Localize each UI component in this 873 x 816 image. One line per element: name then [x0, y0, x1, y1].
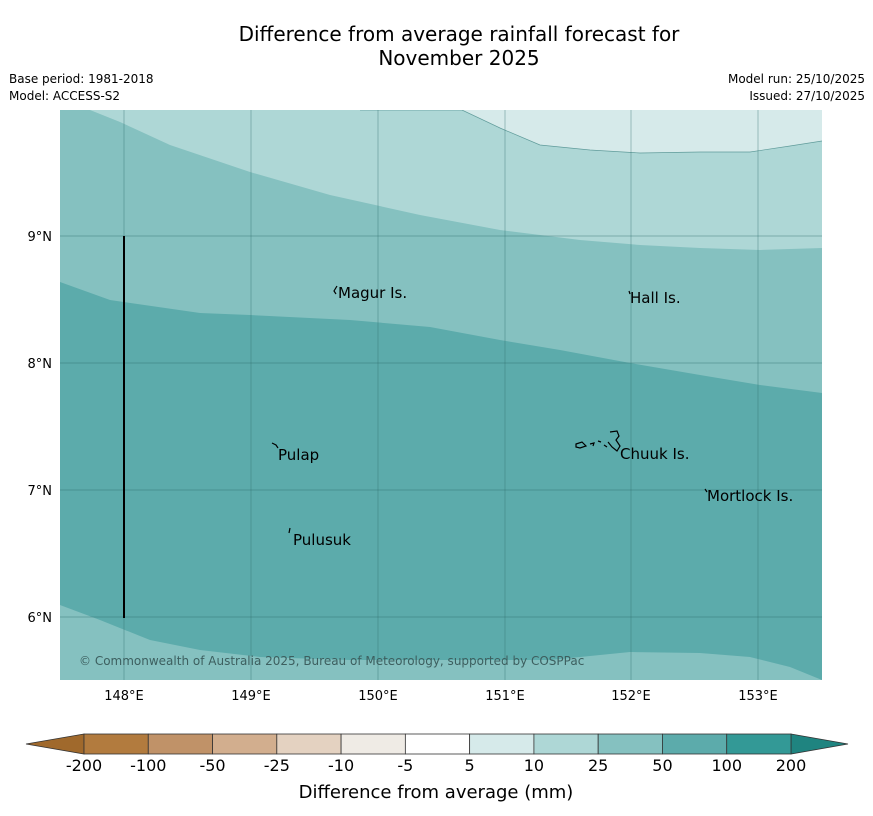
colorbar-tick-label: -50 [199, 756, 225, 775]
place-labels: Magur Is. Hall Is. Pulap Chuuk Is. Mortl… [278, 284, 793, 549]
lat-tick-9n: 9°N [28, 230, 53, 245]
model-name: Model: ACCESS-S2 [9, 89, 121, 103]
map-area: Magur Is. Hall Is. Pulap Chuuk Is. Mortl… [60, 110, 822, 680]
hall-island-shape [628, 290, 631, 295]
copyright-notice: © Commonwealth of Australia 2025, Bureau… [79, 654, 584, 668]
colorbar-segment [597, 733, 663, 755]
colorbar-tick-label: 100 [711, 756, 742, 775]
colorbar-segment [662, 733, 728, 755]
colorbar: -200 -100 -50 -25 -10 -5 5 10 25 50 100 200 [25, 733, 849, 775]
colorbar-low-extend [25, 733, 85, 755]
colorbar-tick-label: -10 [328, 756, 354, 775]
mortlock-island-shape [704, 488, 708, 493]
colorbar-segment [340, 733, 406, 755]
place-chuuk: Chuuk Is. [620, 445, 689, 463]
colorbar-segment [212, 733, 278, 755]
lon-tick-labels: 148°E 149°E 150°E 151°E 152°E 153°E [104, 689, 778, 704]
lon-tick-149e: 149°E [231, 689, 271, 704]
magur-island-shape [333, 285, 338, 295]
band-5-10 [360, 110, 822, 153]
colorbar-tick-label: 25 [588, 756, 608, 775]
issued-date: Issued: 27/10/2025 [749, 89, 865, 103]
colorbar-segment [276, 733, 342, 755]
colorbar-segment [469, 733, 535, 755]
pulap-island-shape [271, 442, 279, 449]
colorbar-tick-label: 200 [776, 756, 807, 775]
lon-tick-152e: 152°E [611, 689, 651, 704]
colorbar-tick-label: 5 [465, 756, 475, 775]
colorbar-tick-label: -5 [397, 756, 413, 775]
colorbar-segment [533, 733, 599, 755]
lon-tick-153e: 153°E [738, 689, 778, 704]
lat-tick-8n: 8°N [28, 357, 53, 372]
colorbar-tick-label: 50 [652, 756, 672, 775]
colorbar-high-extend [790, 733, 849, 755]
model-run: Model run: 25/10/2025 [727, 72, 865, 86]
meta-left: Base period: 1981-2018 Model: ACCESS-S2 [9, 71, 154, 105]
chuuk-lagoon-shape [575, 430, 621, 452]
map-title: Difference from average rainfall forecas… [0, 22, 873, 70]
place-pulap: Pulap [278, 446, 319, 464]
lon-tick-151e: 151°E [485, 689, 525, 704]
lon-tick-150e: 150°E [358, 689, 398, 704]
island-outlines [271, 285, 708, 534]
title-line-1: Difference from average rainfall forecas… [238, 22, 680, 46]
meta-right: Model run: 25/10/2025 Issued: 27/10/2025 [728, 71, 865, 105]
colorbar-tick-label: 10 [524, 756, 544, 775]
lon-tick-148e: 148°E [104, 689, 144, 704]
base-period: Base period: 1981-2018 [9, 72, 154, 86]
colorbar-segment [83, 733, 149, 755]
colorbar-segment [147, 733, 213, 755]
lat-tick-7n: 7°N [28, 484, 53, 499]
title-line-2: November 2025 [378, 46, 540, 70]
place-pulusuk: Pulusuk [293, 531, 351, 549]
lat-tick-6n: 6°N [28, 611, 53, 626]
colorbar-segment [404, 733, 471, 755]
colorbar-tick-label: -200 [66, 756, 102, 775]
band-25-50-south [60, 605, 822, 680]
colorbar-segment [726, 733, 792, 755]
place-magur: Magur Is. [338, 284, 407, 302]
colorbar-title: Difference from average (mm) [299, 782, 574, 803]
place-mortlock: Mortlock Is. [707, 487, 793, 505]
colorbar-tick-label: -25 [264, 756, 290, 775]
colorbar-tick-label: -100 [130, 756, 166, 775]
lat-tick-labels: 9°N 8°N 7°N 6°N [28, 230, 53, 626]
place-hall: Hall Is. [630, 289, 681, 307]
pulusuk-island-shape [288, 527, 291, 534]
contour-lines [360, 110, 822, 154]
